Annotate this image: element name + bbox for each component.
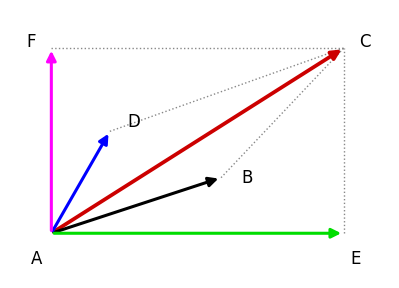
Text: F: F	[26, 33, 36, 51]
Text: C: C	[359, 33, 370, 51]
Text: A: A	[31, 250, 42, 268]
Text: E: E	[350, 250, 361, 268]
Text: D: D	[127, 113, 140, 131]
Text: B: B	[241, 169, 253, 187]
